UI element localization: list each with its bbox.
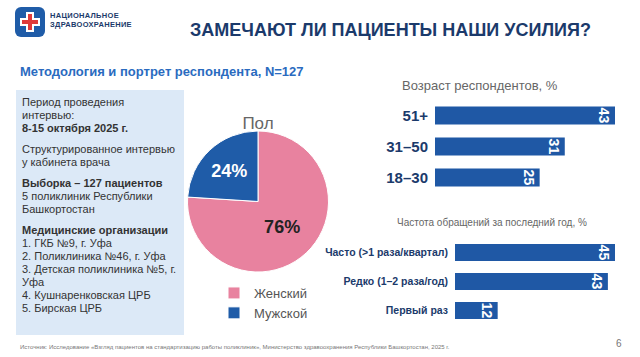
html-text:5. Бирская ЦРБ: 5. Бирская ЦРБ [22,302,103,314]
html-text:Медицинские организации: Медицинские организации [22,224,168,236]
html-text:3. Детская поликлиника №5, г.: 3. Детская поликлиника №5, г. Уфа [22,263,177,288]
svg-text:12: 12 [479,303,495,319]
svg-text:Редко (1–2 раза/год): Редко (1–2 раза/год) [343,275,448,287]
svg-text:Пол: Пол [242,114,273,133]
html-text:5 поликлиник Республики Башкор: 5 поликлиник Республики Башкортостан [22,190,153,215]
svg-text:43: 43 [596,108,612,124]
svg-text:51+: 51+ [403,107,429,124]
svg-text:Часто (>1 раза/квартал): Часто (>1 раза/квартал) [325,246,448,258]
html-text:6: 6 [616,338,622,349]
html-text:ЗДРАВООХРАНЕНИЕ: ЗДРАВООХРАНЕНИЕ [50,20,132,29]
html-text:Структурированное интервью у к: Структурированное интервью у кабинета вр… [22,143,175,168]
html-text:4. Кушнаренковская ЦРБ: 4. Кушнаренковская ЦРБ [22,289,151,301]
html-text:8-15 октября 2025 г.: 8-15 октября 2025 г. [22,122,128,134]
svg-text:24%: 24% [211,161,247,181]
svg-text:Частота обращений за последний: Частота обращений за последний год, % [397,217,587,228]
svg-text:18–30: 18–30 [386,169,428,186]
svg-text:43: 43 [589,274,605,290]
html-text:1. ГКБ №9, г. Уфа: 1. ГКБ №9, г. Уфа [22,237,112,249]
svg-text:76%: 76% [264,217,300,237]
svg-text:31: 31 [546,139,562,155]
svg-text:Мужской: Мужской [254,306,307,321]
svg-text:Женский: Женский [254,286,307,301]
svg-text:45: 45 [596,245,612,261]
svg-text:31–50: 31–50 [386,138,428,155]
html-text:Период проведения интервью:: Период проведения интервью: [22,96,125,121]
html-text:Методология и портрет респонде: Методология и портрет респондента, N=127 [20,64,304,79]
html-text:ЗАМЕЧАЮТ ЛИ ПАЦИЕНТЫ НАШИ УСИЛ: ЗАМЕЧАЮТ ЛИ ПАЦИЕНТЫ НАШИ УСИЛИЯ? [190,20,591,40]
svg-text:Возраст респондентов, %: Возраст респондентов, % [402,78,558,93]
html-text:НАЦИОНАЛЬНОЕ: НАЦИОНАЛЬНОЕ [50,11,119,20]
html-text:Выборка – 127 пациентов: Выборка – 127 пациентов [22,177,163,189]
svg-text:25: 25 [521,170,537,186]
svg-text:Первый раз: Первый раз [386,304,448,316]
html-text:Источник: Исследование «Взгляд: Источник: Исследование «Взгляд пациентов… [20,344,450,350]
html-text:2. Поликлиника №46, г. Уфа: 2. Поликлиника №46, г. Уфа [22,250,166,262]
